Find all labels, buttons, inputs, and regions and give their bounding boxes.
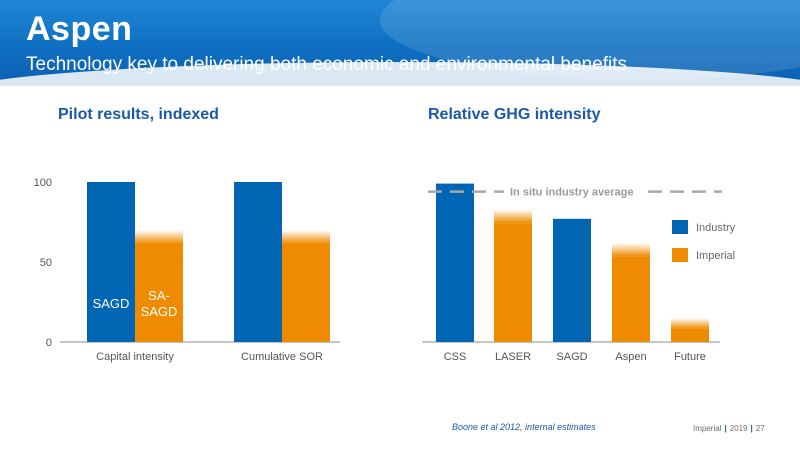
bar-sa-sagd bbox=[135, 244, 183, 342]
legend-swatch-industry bbox=[672, 220, 688, 234]
bar-fade-top bbox=[671, 318, 709, 329]
x-tick-label: LASER bbox=[495, 351, 531, 363]
x-tick-label: CSS bbox=[444, 351, 467, 363]
y-tick-label: 50 bbox=[40, 257, 52, 269]
ghg-intensity-chart: CSS LASER SAGD Aspen Future In situ industry … bbox=[422, 182, 736, 363]
reference-label-bg bbox=[504, 182, 640, 200]
bar-sagd bbox=[87, 182, 135, 342]
bar-laser bbox=[494, 223, 532, 342]
series-label-sagd: SAGD bbox=[93, 296, 130, 311]
footer-separator: | bbox=[724, 424, 727, 433]
y-tick-label: 0 bbox=[46, 337, 52, 349]
header-banner: Aspen Technology key to delivering both … bbox=[0, 0, 800, 86]
footer-company: Imperial bbox=[693, 424, 722, 433]
legend-swatch-imperial bbox=[672, 248, 688, 262]
footer-separator: | bbox=[750, 424, 753, 433]
bar-sagd bbox=[234, 182, 282, 342]
x-tick-label: Future bbox=[674, 351, 706, 363]
footer-year: 2019 bbox=[729, 424, 748, 433]
footer: Imperial | 2019 | 27 bbox=[693, 424, 765, 433]
pilot-results-chart: 0 50 100 Capital intensity Cumulative SOR SAG… bbox=[34, 177, 340, 363]
y-tick-label: 100 bbox=[34, 177, 52, 189]
footer-page: 27 bbox=[755, 424, 765, 433]
series-label-sa-sagd-line2: SAGD bbox=[141, 304, 178, 319]
x-tick-label: Cumulative SOR bbox=[241, 351, 323, 363]
x-tick-label: Capital intensity bbox=[96, 351, 174, 363]
bar-css bbox=[436, 183, 474, 342]
bar-fade-top bbox=[612, 242, 650, 257]
series-label-sa-sagd-line1: SA- bbox=[148, 288, 170, 303]
right-chart-title: Relative GHG intensity bbox=[428, 106, 601, 123]
x-tick-label: Aspen bbox=[615, 351, 646, 363]
bar-sagd bbox=[553, 218, 591, 342]
source-note: Boone et al 2012, internal estimates bbox=[452, 422, 596, 432]
slide-title: Aspen bbox=[26, 10, 133, 48]
bar-fade-top bbox=[282, 230, 330, 244]
left-chart-title: Pilot results, indexed bbox=[58, 106, 219, 123]
bar-fade-top bbox=[135, 230, 183, 244]
bar-fade-top bbox=[494, 209, 532, 224]
legend-label-industry: Industry bbox=[696, 222, 736, 234]
slide-subtitle: Technology key to delivering both econom… bbox=[26, 54, 627, 75]
x-tick-label: SAGD bbox=[556, 351, 587, 363]
legend-label-imperial: Imperial bbox=[696, 250, 735, 262]
reference-line-label: In situ industry average bbox=[510, 187, 633, 199]
bar-sa-sagd bbox=[282, 244, 330, 342]
bar-future bbox=[671, 328, 709, 342]
bar-aspen bbox=[612, 256, 650, 342]
